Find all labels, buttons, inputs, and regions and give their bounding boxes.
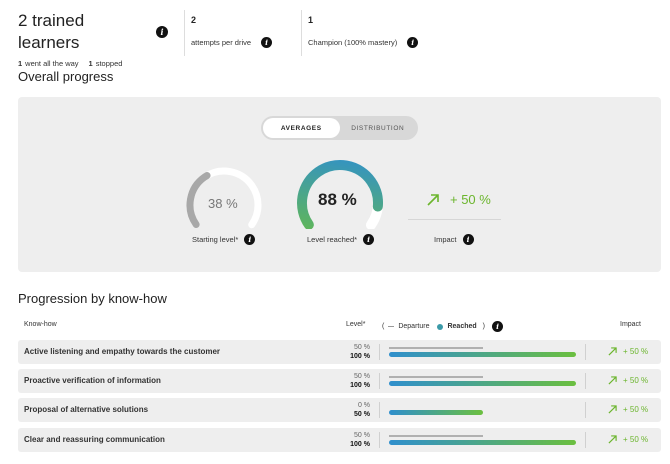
trend-up-icon [427, 193, 439, 206]
starting-level-value: 38 % [208, 196, 238, 211]
starting-level-arc [186, 167, 262, 229]
reached-value: 50 % [354, 411, 370, 418]
starting-level-gauge [186, 167, 262, 229]
knowhow-label: Active listening and empathy towards the… [24, 347, 221, 356]
impact-value: + 50 % [623, 435, 649, 444]
impact-display: + 50 % [426, 192, 491, 207]
departure-value: 50 % [354, 344, 370, 351]
departure-bar [389, 435, 483, 437]
table-row: Proposal of alternative solutions 0 % 50… [18, 398, 661, 422]
level-values: 0 % 50 % [354, 401, 370, 419]
level-reached-value: 88 % [318, 190, 357, 209]
departure-bar [389, 347, 483, 349]
summary-stats: 2 trained learners i 1 went all the way 1… [18, 10, 660, 68]
champion-label: Champion (100% mastery) [308, 38, 398, 47]
went-all-the-way: 1 went all the way [18, 59, 79, 68]
tab-distribution[interactable]: DISTRIBUTION [351, 124, 405, 132]
knowhow-label: Proactive verification of information [24, 376, 161, 385]
row-impact: + 50 % [608, 347, 648, 356]
divider [585, 344, 586, 360]
divider [379, 432, 380, 448]
champion-stat: 1 Champion (100% mastery) i [301, 10, 434, 56]
divider [379, 402, 380, 418]
knowhow-label: Clear and reassuring communication [24, 435, 165, 444]
impact-value: + 50 % [623, 405, 649, 414]
reached-dot-icon [437, 323, 444, 330]
impact-value: + 50 % [623, 347, 649, 356]
level-reached-gauge [297, 160, 383, 229]
overall-progress-card: AVERAGES DISTRIBUTION 38 % Starting leve… [18, 97, 661, 272]
info-icon[interactable]: i [492, 321, 504, 332]
level-values: 50 % 100 % [350, 372, 370, 390]
attempts-value: 2 [191, 15, 197, 25]
trend-up-icon [608, 347, 617, 356]
departure-bar [389, 376, 483, 378]
col-level: Level* [346, 321, 366, 328]
departure-value: 0 % [357, 402, 370, 409]
attempts-label: attempts per drive [191, 38, 252, 47]
level-values: 50 % 100 % [350, 343, 370, 361]
info-icon[interactable]: i [261, 37, 273, 48]
reached-value: 100 % [350, 382, 370, 389]
trend-up-icon [608, 435, 617, 444]
divider [585, 432, 586, 448]
reached-bar [389, 352, 576, 357]
reached-value: 100 % [350, 353, 370, 360]
row-impact: + 50 % [608, 405, 648, 414]
departure-value: 50 % [354, 432, 370, 439]
view-toggle: AVERAGES DISTRIBUTION [261, 116, 418, 140]
legend-reached: Reached [447, 323, 477, 330]
col-knowhow: Know-how [24, 321, 57, 328]
tab-averages[interactable]: AVERAGES [263, 118, 340, 138]
overall-progress-title: Overall progress [18, 69, 114, 84]
level-legend: ( Departure Reached ) i [382, 321, 504, 332]
impact-divider [408, 219, 501, 220]
impact-value: + 50 % [450, 192, 491, 207]
info-icon[interactable]: i [363, 234, 375, 245]
progression-title: Progression by know-how [18, 291, 167, 306]
row-impact: + 50 % [608, 435, 648, 444]
col-impact: Impact [620, 321, 642, 328]
reached-bar [389, 440, 576, 445]
reached-bar [389, 410, 483, 415]
impact-value: + 50 % [623, 376, 649, 385]
knowhow-label: Proposal of alternative solutions [24, 405, 149, 414]
divider [379, 373, 380, 389]
legend-departure: Departure [398, 323, 430, 330]
level-values: 50 % 100 % [350, 431, 370, 449]
trend-up-icon [608, 405, 617, 414]
table-row: Proactive verification of information 50… [18, 369, 661, 393]
stopped-count: 1 stopped [88, 59, 123, 68]
info-icon[interactable]: i [156, 26, 168, 38]
info-icon[interactable]: i [244, 234, 256, 245]
reached-value: 100 % [350, 441, 370, 448]
champion-value: 1 [308, 15, 314, 25]
row-impact: + 50 % [608, 376, 648, 385]
attempts-stat: 2 attempts per drive i [184, 10, 301, 56]
departure-dash-icon [388, 325, 395, 328]
table-row: Clear and reassuring communication 50 % … [18, 428, 661, 452]
learners-stat: 2 trained learners i 1 went all the way 1… [18, 10, 184, 68]
trend-up-icon [608, 376, 617, 385]
table-row: Active listening and empathy towards the… [18, 340, 661, 364]
impact-label: Impact [434, 235, 457, 244]
info-icon[interactable]: i [462, 234, 474, 245]
level-reached-arc [297, 160, 383, 229]
starting-level-label: Starting level* [192, 235, 239, 244]
level-reached-label: Level reached* [307, 235, 358, 244]
divider [585, 402, 586, 418]
departure-value: 50 % [354, 373, 370, 380]
reached-bar [389, 381, 576, 386]
info-icon[interactable]: i [407, 37, 419, 48]
divider [379, 344, 380, 360]
learners-title: 2 trained learners [18, 11, 85, 52]
divider [585, 373, 586, 389]
